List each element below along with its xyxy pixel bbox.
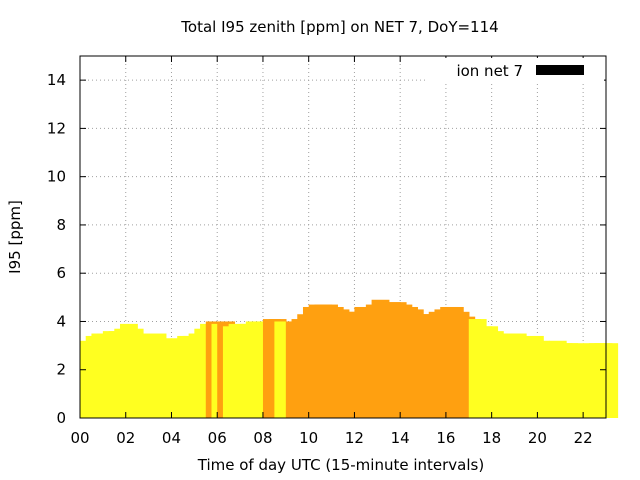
y-tick-label: 0 xyxy=(56,409,66,427)
y-tick-label: 4 xyxy=(56,312,66,330)
x-tick-label: 08 xyxy=(253,429,272,447)
x-tick-label: 16 xyxy=(436,429,455,447)
y-tick-labels: 0 2 4 6 8 10 12 14 xyxy=(47,71,66,427)
y-axis-label: I95 [ppm] xyxy=(6,200,24,274)
x-tick-label: 22 xyxy=(574,429,593,447)
x-axis-label: Time of day UTC (15-minute intervals) xyxy=(197,456,484,474)
bars xyxy=(80,299,619,418)
x-tick-label: 00 xyxy=(70,429,89,447)
bar xyxy=(600,343,619,418)
x-tick-label: 18 xyxy=(482,429,501,447)
y-tick-label: 10 xyxy=(47,168,66,186)
x-tick-label: 02 xyxy=(116,429,135,447)
grid xyxy=(80,56,606,418)
axis-ticks xyxy=(79,56,606,419)
legend-label: ion net 7 xyxy=(456,62,523,80)
y-tick-label: 6 xyxy=(56,264,66,282)
y-tick-label: 12 xyxy=(47,119,66,137)
x-tick-label: 04 xyxy=(162,429,181,447)
legend: ion net 7 xyxy=(428,58,604,84)
chart-title: Total I95 zenith [ppm] on NET 7, DoY=114 xyxy=(180,18,498,36)
y-tick-label: 14 xyxy=(47,71,66,89)
x-tick-label: 20 xyxy=(528,429,547,447)
x-tick-label: 06 xyxy=(208,429,227,447)
x-tick-label: 12 xyxy=(345,429,364,447)
x-tick-label: 14 xyxy=(391,429,410,447)
legend-swatch xyxy=(536,65,584,75)
y-tick-label: 2 xyxy=(56,361,66,379)
x-tick-labels: 00 02 04 06 08 10 12 14 16 18 20 22 xyxy=(70,429,592,447)
x-tick-label: 10 xyxy=(299,429,318,447)
plot-frame xyxy=(79,55,607,419)
y-tick-label: 8 xyxy=(56,216,66,234)
